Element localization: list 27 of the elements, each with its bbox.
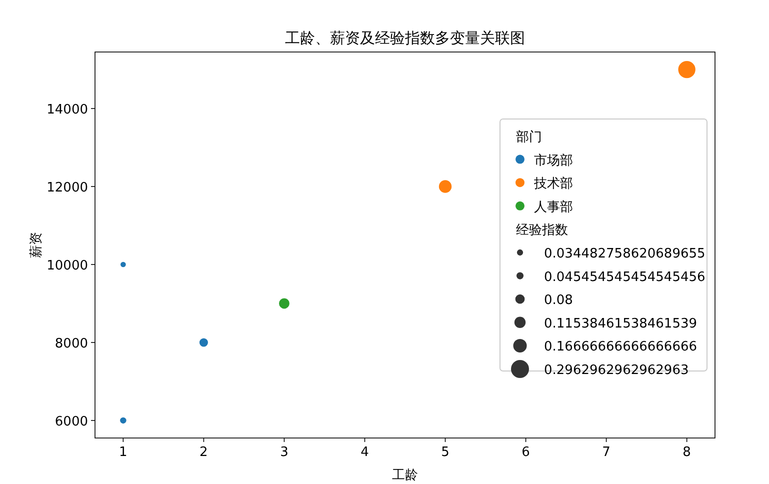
legend-label: 市场部 (534, 153, 573, 168)
chart-title: 工龄、薪资及经验指数多变量关联图 (285, 29, 525, 47)
legend-label: 0.16666666666666666 (544, 340, 698, 355)
legend-title: 部门 (516, 129, 542, 145)
legend-label: 0.08 (544, 293, 573, 308)
x-axis-title: 工龄 (392, 468, 418, 483)
y-axis-title: 薪资 (29, 232, 44, 258)
legend-label: 人事部 (534, 200, 573, 215)
x-tick-label: 4 (360, 445, 369, 460)
x-tick-label: 6 (522, 445, 530, 460)
annotation: 经验指数 (516, 223, 568, 238)
x-tick-label: 3 (280, 445, 288, 460)
x-tick-label: 7 (602, 445, 610, 460)
legend-label: 0.045454545454545456 (544, 270, 706, 285)
x-tick-label: 5 (441, 445, 450, 460)
legend-label: 0.034482758620689655 (544, 246, 706, 262)
y-tick-label: 12000 (46, 180, 88, 196)
x-tick-label: 8 (682, 445, 691, 460)
x-tick-label: 2 (200, 445, 208, 460)
legend-label: 0.11538461538461539 (544, 316, 698, 332)
y-tick-label: 8000 (54, 336, 88, 352)
y-tick-label: 6000 (54, 414, 88, 430)
y-tick-label: 10000 (46, 258, 88, 274)
x-tick-label: 1 (119, 445, 128, 460)
legend-label: 0.2962962962962963 (544, 363, 689, 378)
y-tick-label: 14000 (46, 102, 88, 118)
legend-label: 技术部 (533, 176, 573, 192)
